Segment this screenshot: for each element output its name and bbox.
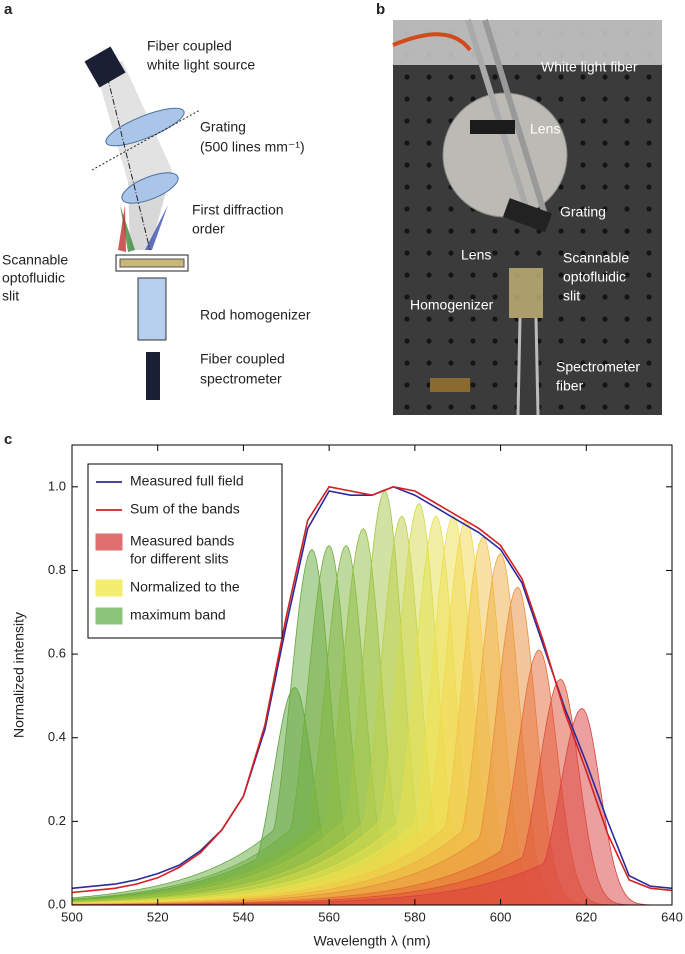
diagram-label: slit: [2, 288, 19, 304]
photo-label: Lens: [461, 247, 491, 263]
x-tick-label: 620: [575, 909, 597, 924]
diagram-label: Scannable: [2, 252, 68, 268]
setup-diagram: [84, 46, 201, 400]
panel-letter: a: [4, 1, 13, 18]
x-tick-label: 560: [318, 909, 340, 924]
x-axis-label: Wavelength λ (nm): [314, 933, 431, 949]
diagram-label: spectrometer: [200, 371, 282, 387]
x-tick-label: 500: [61, 909, 83, 924]
photo-label: White light fiber: [541, 59, 638, 75]
x-tick-label: 600: [490, 909, 512, 924]
panel-letter: b: [376, 1, 385, 18]
panel-letter: c: [4, 431, 12, 448]
photo-label: slit: [563, 288, 580, 304]
y-tick-label: 0.4: [48, 729, 66, 744]
diagram-label: First diffraction: [192, 202, 284, 218]
photo-label: Grating: [560, 204, 606, 220]
photo-label: Homogenizer: [410, 297, 494, 313]
diagram-label: Fiber coupled: [200, 351, 285, 367]
photo-label: Scannable: [563, 250, 629, 266]
legend-label: Measured bands: [130, 533, 234, 549]
diagram-label: Rod homogenizer: [200, 307, 311, 323]
data-line: [71, 485, 673, 894]
y-tick-label: 1.0: [48, 478, 66, 493]
x-tick-label: 540: [233, 909, 255, 924]
legend-label: maximum band: [130, 607, 226, 623]
x-tick-label: 520: [147, 909, 169, 924]
legend-label: Normalized to the: [130, 579, 240, 595]
legend-label: for different slits: [130, 551, 229, 567]
diagram-label: white light source: [146, 57, 255, 73]
plot-frame: [71, 444, 673, 906]
diagram-label: (500 lines mm⁻¹): [200, 139, 305, 155]
legend-swatch: [95, 607, 123, 625]
y-axis-label: Normalized intensity: [11, 612, 27, 738]
legend-swatch: [95, 579, 123, 597]
diagram-label: optofluidic: [2, 270, 65, 286]
photo-label: Lens: [530, 121, 560, 137]
photo-label: Spectrometer: [556, 359, 640, 375]
legend-label: Measured full field: [130, 473, 244, 489]
x-tick-label: 580: [404, 909, 426, 924]
spectrum-chart: 500 520 540 560 580 600 620 640 0.0 0.2 0.4 0.6 0.8 1…: [11, 444, 683, 949]
legend-label: Sum of the bands: [130, 501, 240, 517]
photo: [392, 19, 662, 416]
diagram-label: Grating: [200, 119, 246, 135]
photo-label: fiber: [556, 378, 584, 394]
x-tick-label: 640: [661, 909, 683, 924]
legend: Measured full field Sum of the bands Measu…: [87, 463, 283, 639]
legend-swatch: [95, 533, 123, 551]
y-tick-label: 0.0: [48, 896, 66, 911]
diagram-label: order: [192, 221, 225, 237]
diagram-label: Fiber coupled: [147, 38, 232, 54]
y-tick-label: 0.2: [48, 813, 66, 828]
y-tick-label: 0.8: [48, 562, 66, 577]
y-tick-label: 0.6: [48, 646, 66, 661]
photo-label: optofluidic: [563, 269, 626, 285]
